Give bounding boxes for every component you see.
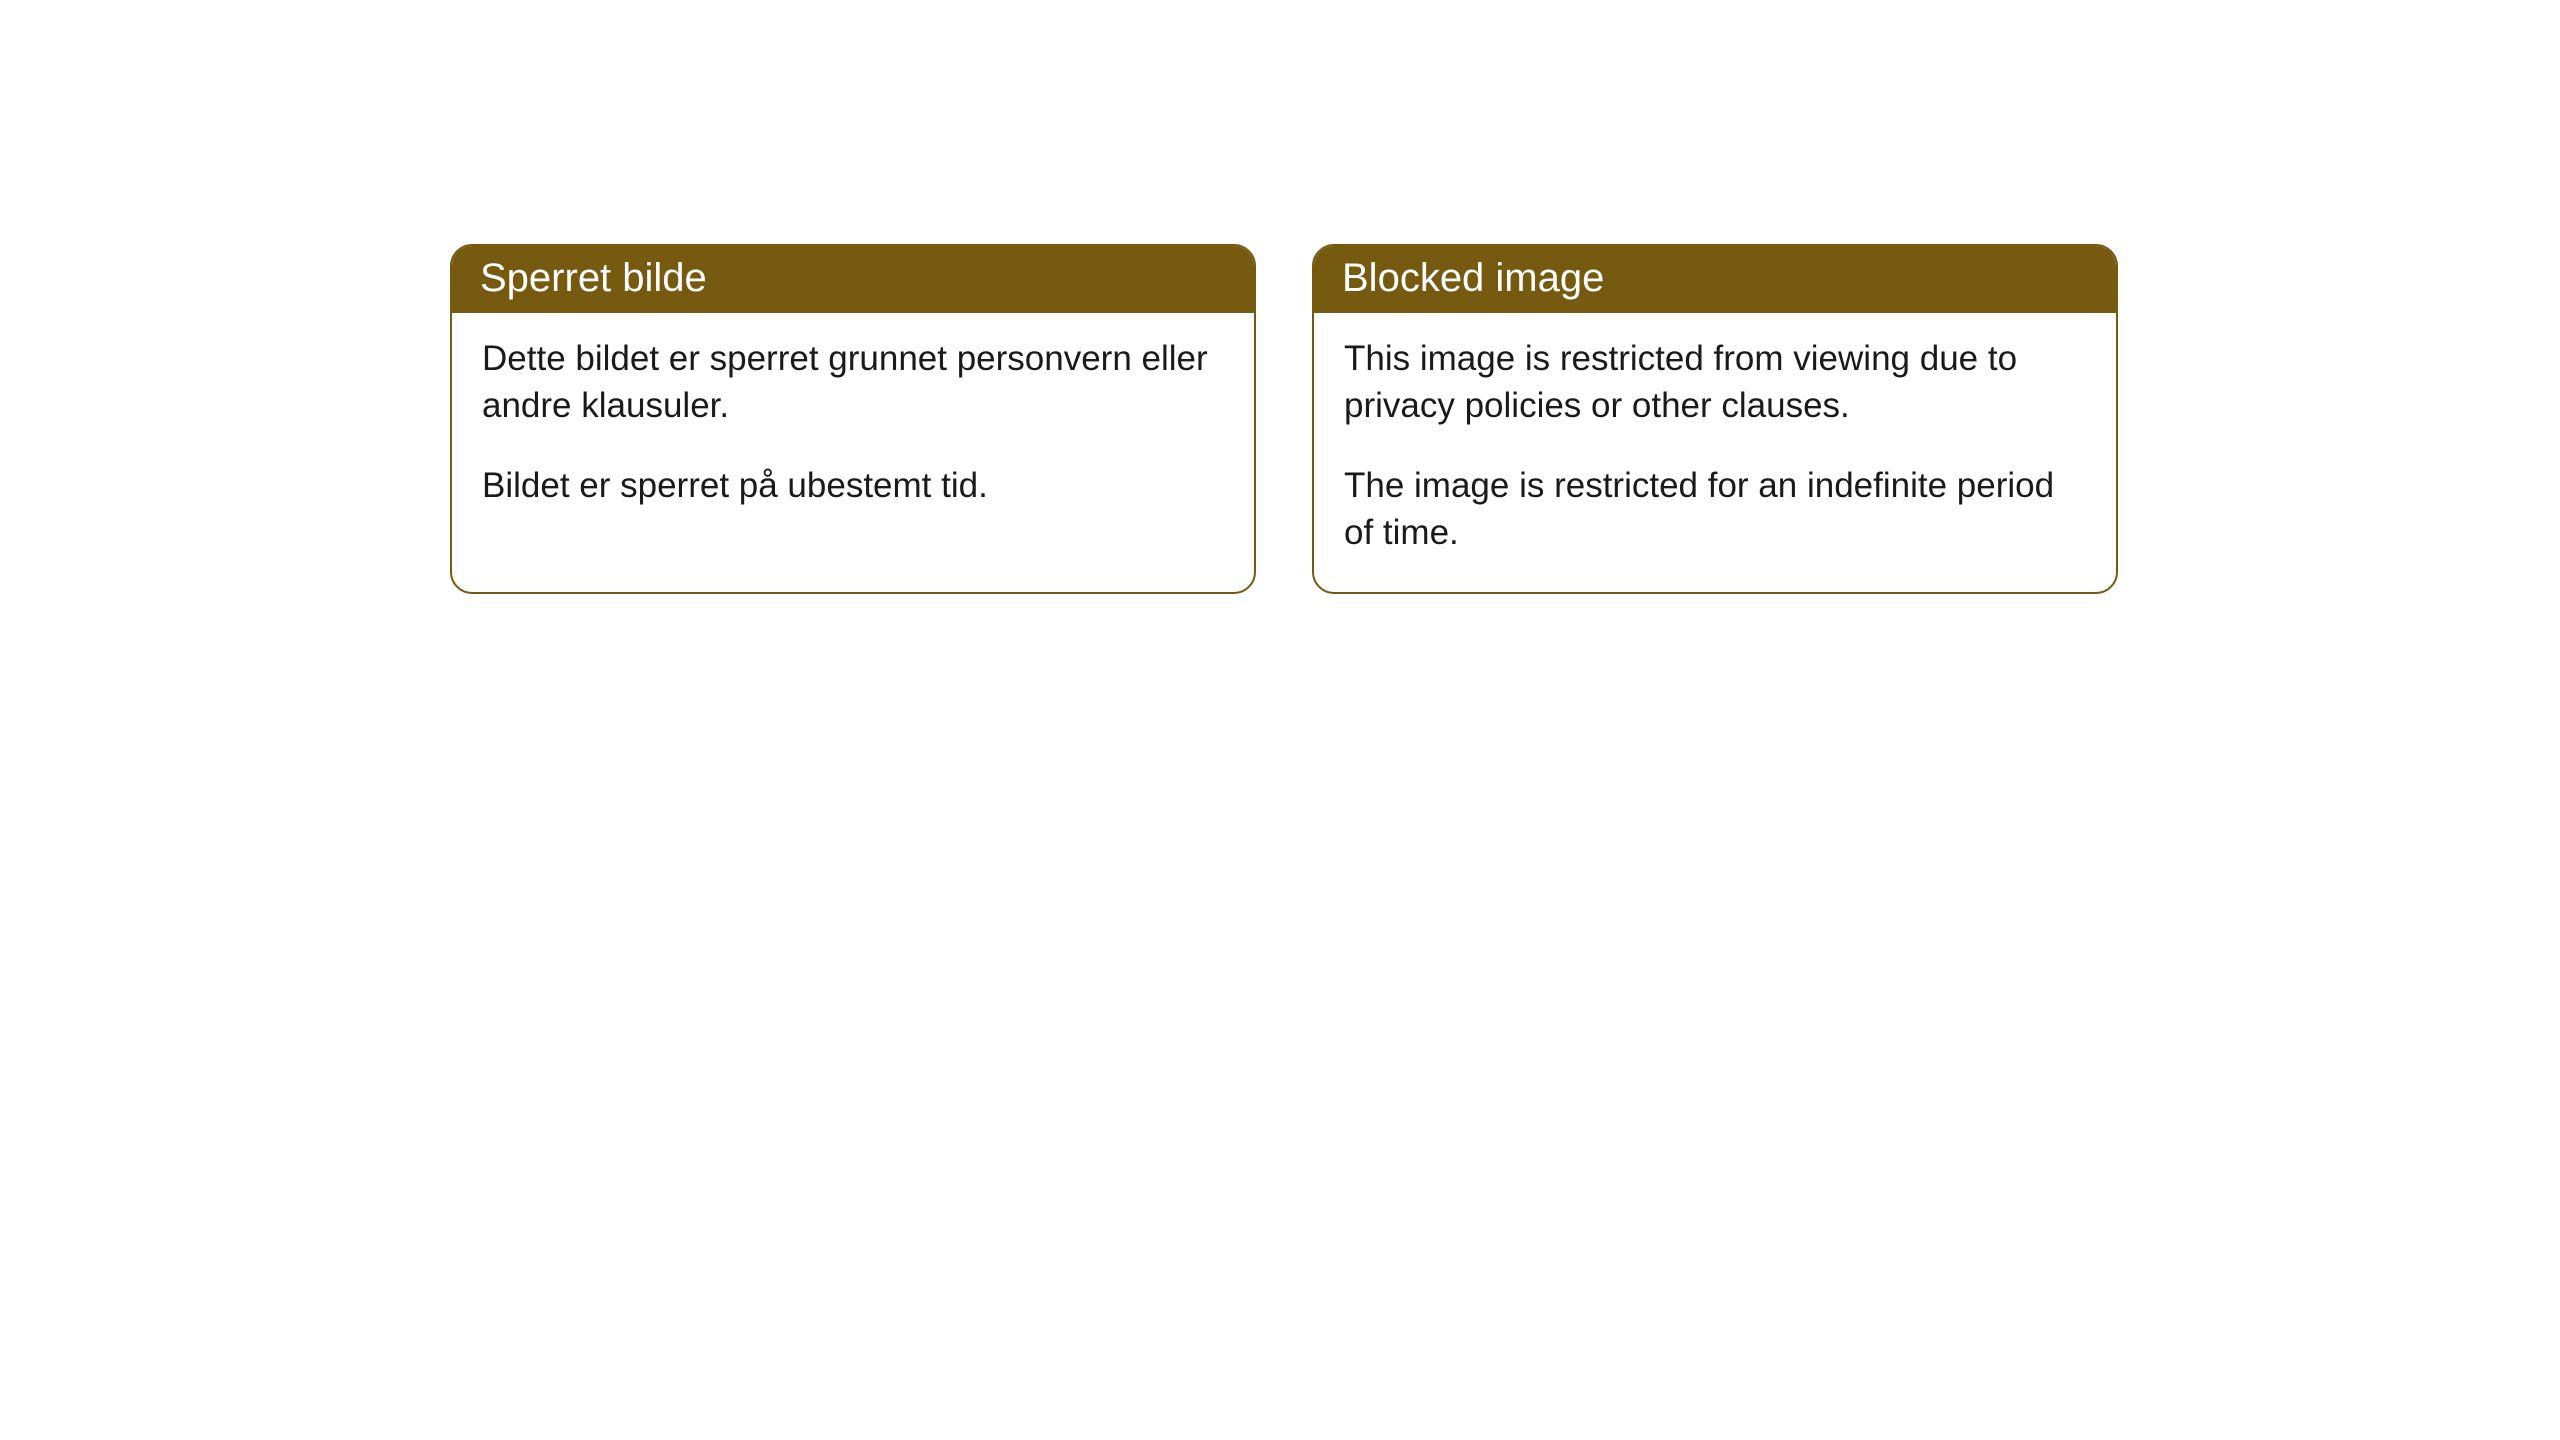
card-header: Sperret bilde (452, 246, 1254, 313)
card-paragraph: The image is restricted for an indefinit… (1344, 462, 2086, 557)
blocked-image-card-no: Sperret bilde Dette bildet er sperret gr… (450, 244, 1256, 594)
card-paragraph: Dette bildet er sperret grunnet personve… (482, 335, 1224, 430)
card-header: Blocked image (1314, 246, 2116, 313)
card-paragraph: Bildet er sperret på ubestemt tid. (482, 462, 1224, 509)
card-body: Dette bildet er sperret grunnet personve… (452, 313, 1254, 545)
card-title: Sperret bilde (480, 256, 1230, 301)
card-body: This image is restricted from viewing du… (1314, 313, 2116, 592)
card-title: Blocked image (1342, 256, 2092, 301)
card-paragraph: This image is restricted from viewing du… (1344, 335, 2086, 430)
card-container: Sperret bilde Dette bildet er sperret gr… (0, 0, 2560, 594)
blocked-image-card-en: Blocked image This image is restricted f… (1312, 244, 2118, 594)
